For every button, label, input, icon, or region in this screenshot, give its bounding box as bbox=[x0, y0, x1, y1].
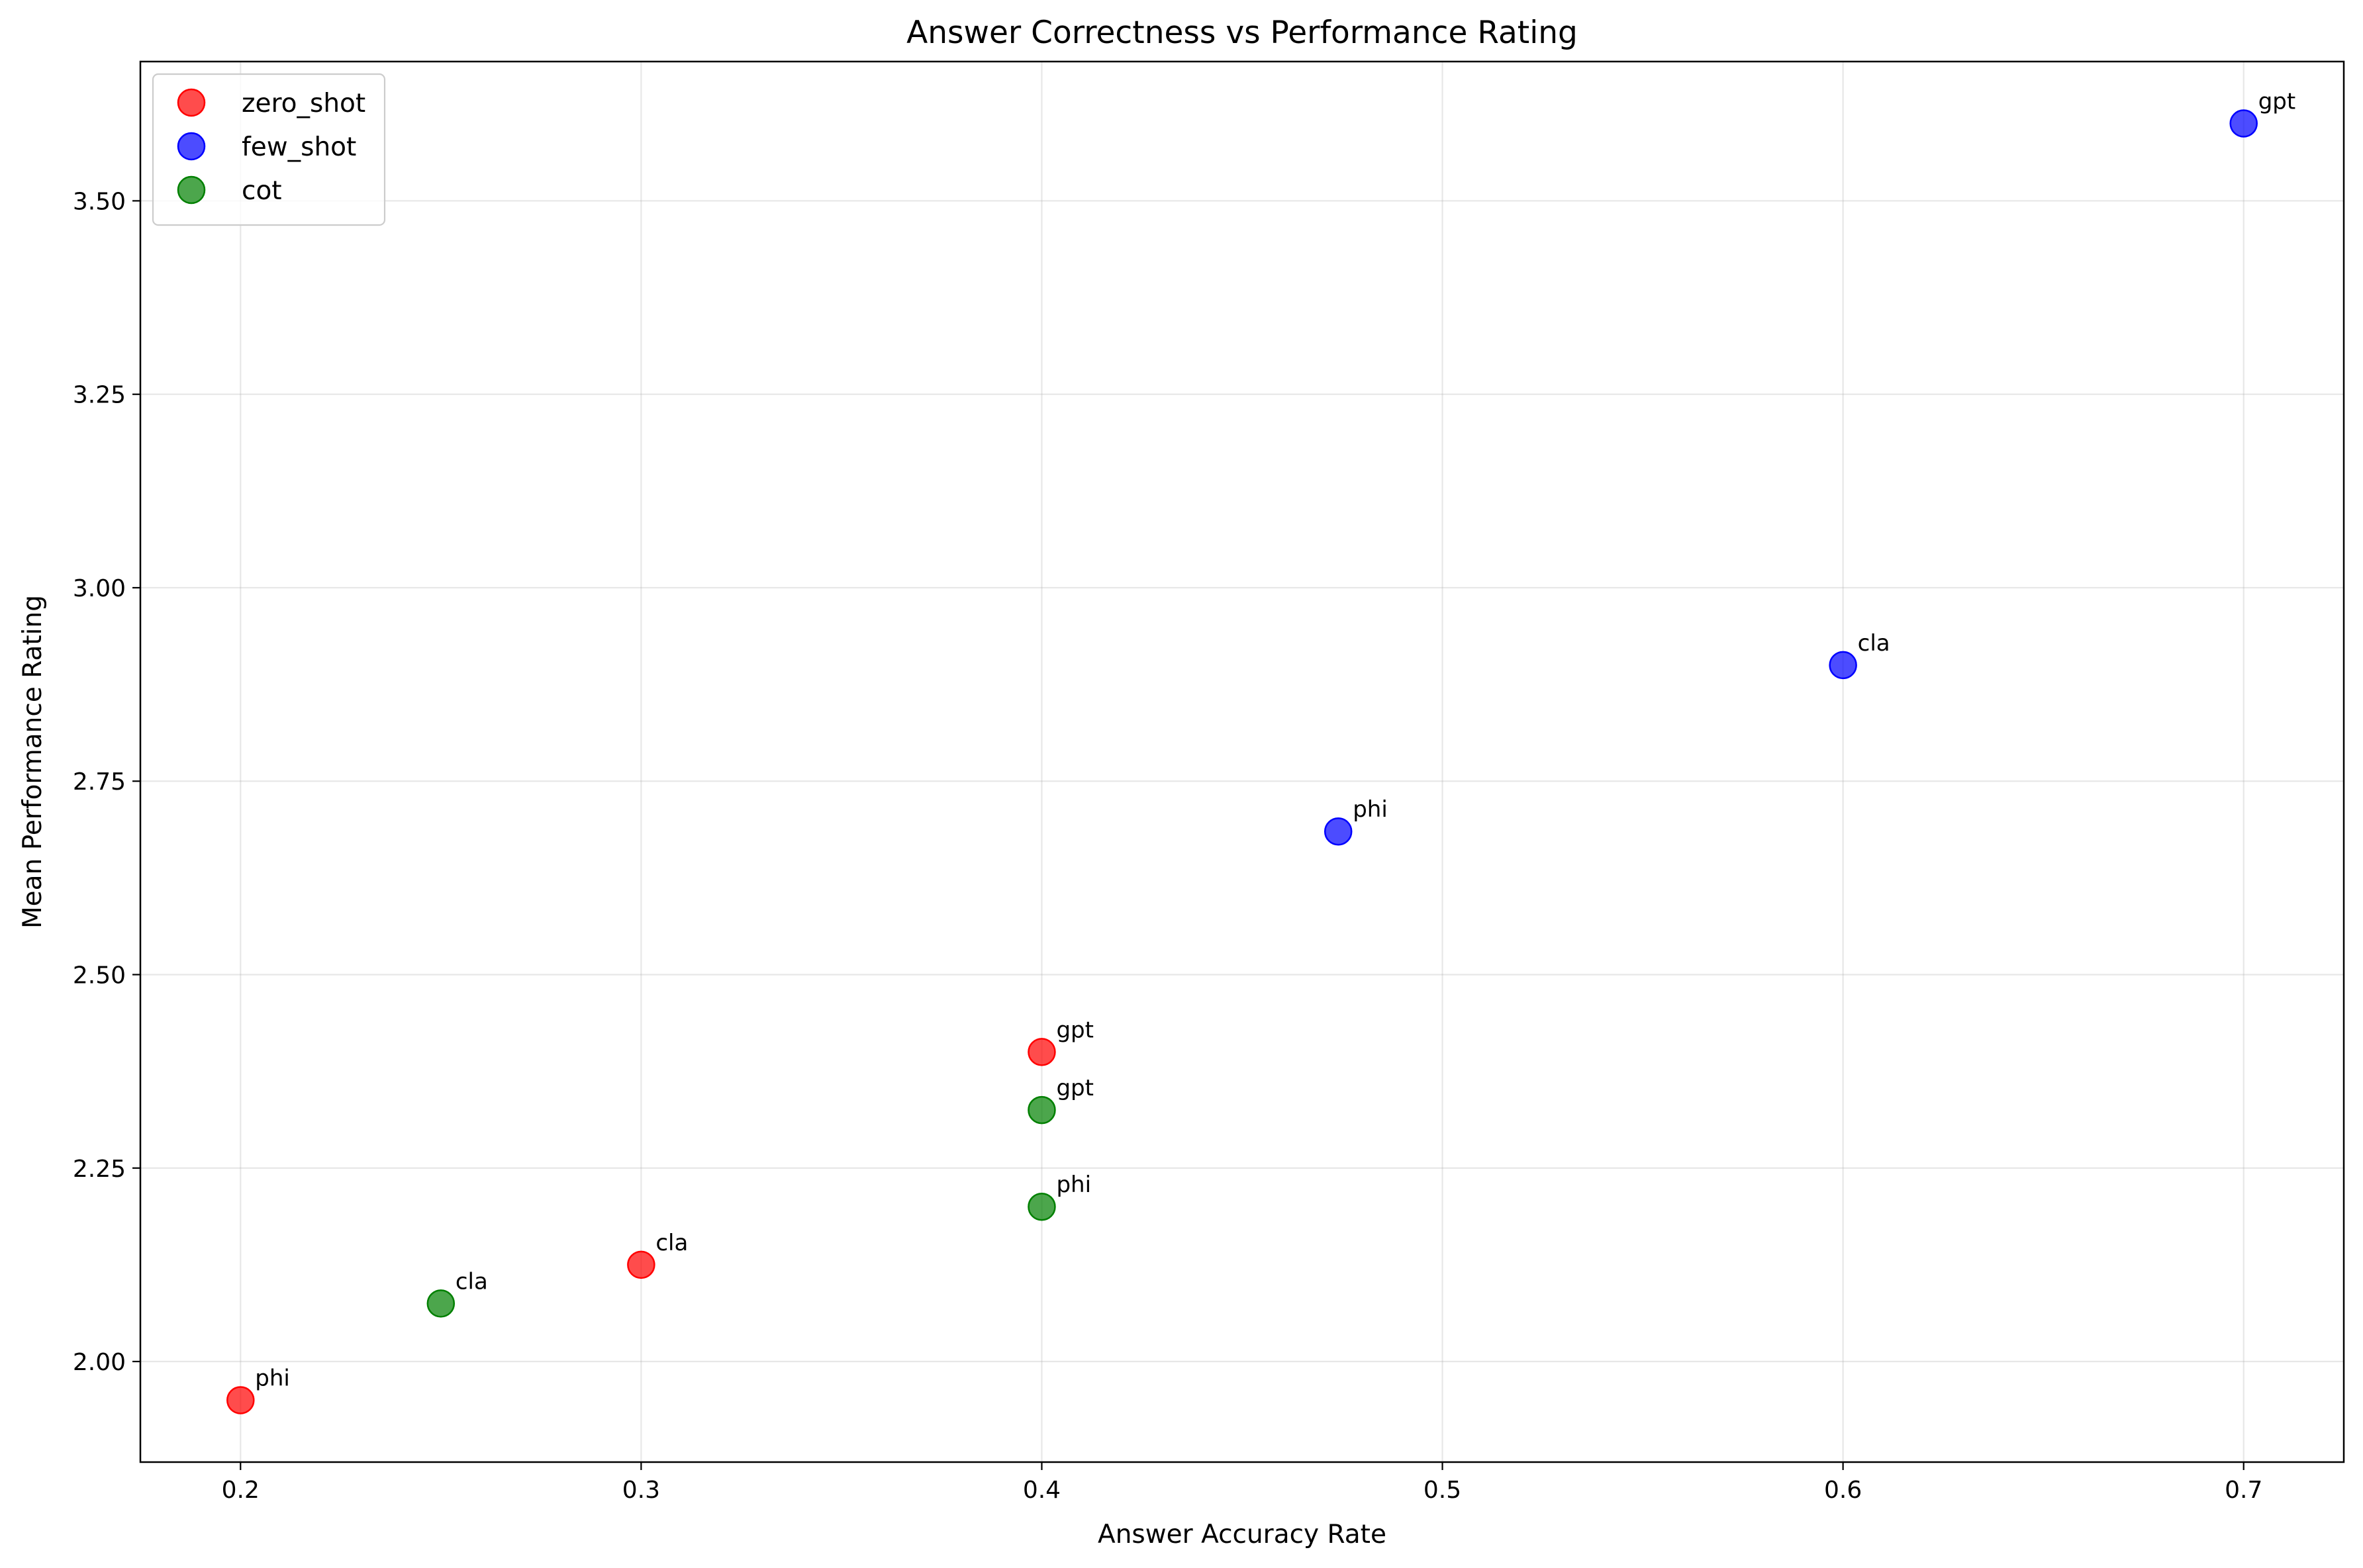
data-point-few_shot bbox=[1829, 651, 1857, 680]
y-tick-label: 3.00 bbox=[73, 575, 126, 602]
plot-frame bbox=[139, 60, 2345, 1463]
y-tick-label: 2.50 bbox=[73, 962, 126, 989]
y-tick-label: 3.50 bbox=[73, 188, 126, 215]
data-points bbox=[226, 109, 2258, 1414]
y-tick-label: 3.25 bbox=[73, 382, 126, 409]
data-point-cot bbox=[1028, 1095, 1056, 1125]
data-point-cot bbox=[1028, 1192, 1056, 1221]
legend-label-zero_shot: zero_shot bbox=[242, 89, 365, 118]
point-label: phi bbox=[1056, 1172, 1091, 1198]
point-label: gpt bbox=[1056, 1075, 1094, 1101]
point-label: phi bbox=[255, 1365, 290, 1391]
chart-title: Answer Correctness vs Performance Rating bbox=[906, 15, 1578, 51]
data-point-few_shot bbox=[1324, 817, 1353, 846]
legend-marker-cot bbox=[177, 175, 206, 205]
y-tick-label: 2.25 bbox=[73, 1156, 126, 1183]
x-tick-label: 0.5 bbox=[1423, 1477, 1461, 1504]
point-labels: phi cla gpt phi cla gpt cla phi gpt bbox=[255, 89, 2295, 1392]
x-tick-label: 0.6 bbox=[1824, 1477, 1862, 1504]
point-label: phi bbox=[1353, 796, 1388, 823]
point-label: cla bbox=[456, 1268, 488, 1295]
y-tick-label: 2.75 bbox=[73, 768, 126, 796]
legend-label-cot: cot bbox=[242, 176, 282, 206]
data-point-few_shot bbox=[2229, 109, 2258, 138]
point-label: cla bbox=[1858, 630, 1890, 657]
axis-ticks: 0.2 0.3 0.4 0.5 0.6 0.7 2.00 2.25 2.50 2.75 3.00 3.… bbox=[73, 188, 2263, 1504]
x-tick-label: 0.3 bbox=[622, 1477, 660, 1504]
x-tick-label: 0.2 bbox=[222, 1477, 260, 1504]
point-label: gpt bbox=[1056, 1017, 1094, 1043]
data-point-cot bbox=[426, 1289, 456, 1318]
legend-box bbox=[152, 73, 386, 226]
legend-label-few_shot: few_shot bbox=[242, 132, 356, 162]
point-label: gpt bbox=[2258, 89, 2296, 115]
legend-marker-zero_shot bbox=[177, 88, 206, 117]
data-point-zero_shot bbox=[1028, 1038, 1056, 1066]
x-tick-label: 0.7 bbox=[2225, 1477, 2262, 1504]
data-point-zero_shot bbox=[627, 1250, 655, 1279]
x-axis-label: Answer Accuracy Rate bbox=[1098, 1520, 1386, 1549]
legend-marker-few_shot bbox=[177, 132, 206, 161]
point-label: cla bbox=[655, 1230, 688, 1256]
y-tick-label: 2.00 bbox=[73, 1349, 126, 1376]
grid-lines bbox=[140, 62, 2344, 1462]
data-point-zero_shot bbox=[226, 1386, 255, 1414]
x-tick-label: 0.4 bbox=[1023, 1477, 1061, 1504]
y-axis-label: Mean Performance Rating bbox=[18, 595, 48, 929]
